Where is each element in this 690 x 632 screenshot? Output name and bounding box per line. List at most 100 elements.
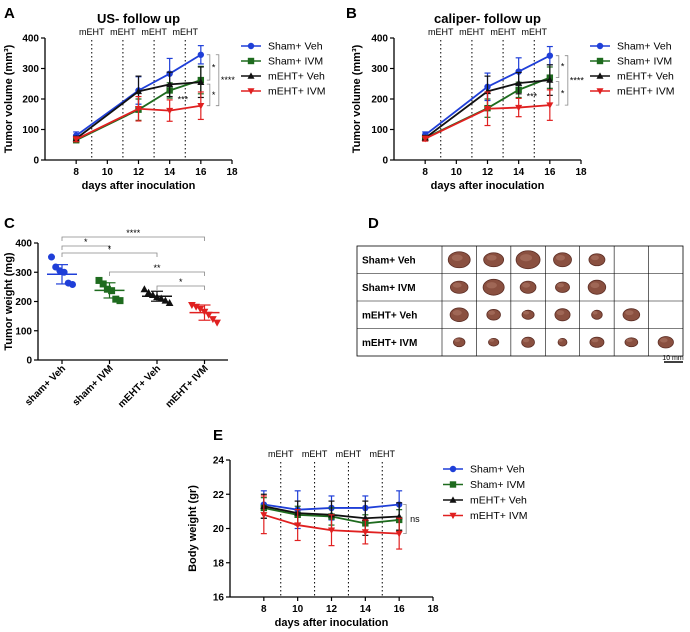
- significance-label: ****: [570, 75, 585, 85]
- y-tick-label: 100: [371, 125, 388, 136]
- panel-label-e: E: [213, 427, 223, 444]
- significance-bracket: [206, 83, 211, 107]
- series-line: [424, 104, 550, 140]
- y-axis-label: Body weight (gr): [187, 485, 199, 572]
- x-tick-label: 16: [544, 167, 556, 178]
- y-tick-label: 22: [213, 490, 225, 501]
- x-tick-label: mEHT+ IVM: [164, 363, 211, 410]
- legend-label: mEHT+ Veh: [268, 71, 325, 83]
- legend-marker: [247, 88, 255, 95]
- tumor-highlight: [590, 255, 599, 261]
- data-point: [395, 530, 403, 538]
- legend-marker: [596, 57, 604, 65]
- data-point: [327, 527, 336, 534]
- legend-label: Sham+ Veh: [268, 41, 323, 53]
- data-point: [165, 298, 174, 306]
- comparison-bracket: [109, 271, 205, 276]
- chart-title: US- follow up: [97, 11, 180, 26]
- series-line: [75, 104, 201, 141]
- legend-label: Sham+ IVM: [470, 479, 525, 491]
- x-tick-label: 10: [292, 604, 304, 615]
- tumor-highlight: [520, 254, 533, 262]
- y-tick-label: 200: [371, 95, 388, 106]
- x-tick-label: 16: [195, 167, 207, 178]
- x-tick-label: 8: [261, 604, 267, 615]
- significance-bracket: [555, 55, 560, 79]
- legend-marker: [449, 496, 457, 503]
- x-tick-label: 12: [482, 167, 494, 178]
- data-point: [166, 80, 174, 88]
- data-point: [213, 319, 221, 327]
- data-point: [294, 522, 302, 529]
- series-line: [75, 54, 202, 137]
- panel-d-tumor-photos: Sham+ Veh Sham+ IVM mEHT+ Veh mEHT+ IVM 10 m…: [356, 245, 684, 363]
- x-tick-label: 8: [73, 167, 79, 178]
- legend-marker: [596, 88, 604, 95]
- data-point: [69, 281, 76, 289]
- y-tick-label: 400: [15, 239, 32, 250]
- significance-label: ****: [221, 75, 236, 85]
- tumor-highlight: [522, 282, 531, 288]
- treatment-label: mEHT: [79, 27, 105, 37]
- treatment-label: mEHT: [302, 449, 328, 459]
- significance-label: ***: [178, 95, 189, 105]
- data-point: [144, 288, 153, 296]
- legend-marker: [449, 512, 457, 520]
- data-point: [116, 297, 124, 305]
- x-tick-label: 12: [133, 167, 145, 178]
- legend-marker: [449, 481, 457, 488]
- legend-marker: [247, 42, 255, 50]
- tumor-highlight: [486, 254, 497, 261]
- data-point: [197, 51, 205, 58]
- significance-bracket: [564, 55, 569, 106]
- data-point: [197, 102, 205, 110]
- tumor-highlight: [452, 282, 462, 288]
- chart-a-tumor-volume-us: US- follow up 0 100 200 300 400 8 10 12 14 16 18 day…: [3, 11, 325, 192]
- data-point: [421, 135, 429, 143]
- data-point: [134, 87, 143, 95]
- x-tick-label: 10: [102, 167, 114, 178]
- data-point: [260, 512, 268, 519]
- comparison-bracket: [61, 236, 205, 241]
- tumor-highlight: [486, 282, 497, 289]
- data-point: [103, 285, 111, 293]
- tumor-highlight: [523, 310, 530, 315]
- panel-label-a: A: [4, 5, 15, 22]
- panel-label-c: C: [4, 215, 15, 232]
- legend-label: mEHT+ IVM: [268, 86, 325, 98]
- tumor-highlight: [556, 283, 565, 288]
- x-axis-label: days after inoculation: [275, 617, 389, 629]
- series-meht-ivm: [260, 495, 403, 550]
- x-tick-label: 18: [226, 167, 238, 178]
- data-point: [161, 296, 170, 304]
- tumor-highlight: [590, 282, 600, 289]
- data-point: [515, 79, 523, 86]
- data-point: [546, 102, 554, 109]
- x-axis-label: days after inoculation: [82, 180, 196, 192]
- x-tick-label: 14: [164, 167, 176, 178]
- treatment-label: mEHT: [141, 27, 167, 37]
- comparison-label: *: [84, 237, 88, 247]
- y-tick-label: 18: [213, 558, 225, 569]
- treatment-label: mEHT: [522, 27, 548, 37]
- legend-label: Sham+ Veh: [470, 464, 525, 476]
- legend-marker: [596, 72, 604, 79]
- data-point: [188, 302, 196, 310]
- significance-label: *: [561, 88, 565, 98]
- chart-e-body-weight: 16 18 20 22 24 8 10 12 14 16 18 days after inoculat…: [187, 449, 527, 629]
- comparison-bracket: [61, 252, 158, 257]
- treatment-label: mEHT: [370, 449, 396, 459]
- tumor-photo: [657, 336, 674, 349]
- legend-label: mEHT+ Veh: [470, 495, 527, 507]
- legend-label: mEHT+ IVM: [470, 510, 527, 522]
- treatment-label: mEHT: [173, 27, 199, 37]
- data-point: [204, 311, 213, 319]
- y-tick-label: 200: [15, 297, 32, 308]
- data-point: [157, 294, 166, 302]
- y-tick-label: 300: [371, 64, 388, 75]
- data-point: [546, 52, 554, 59]
- y-tick-label: 16: [213, 593, 225, 604]
- treatment-label: mEHT: [490, 27, 516, 37]
- data-point: [95, 276, 103, 284]
